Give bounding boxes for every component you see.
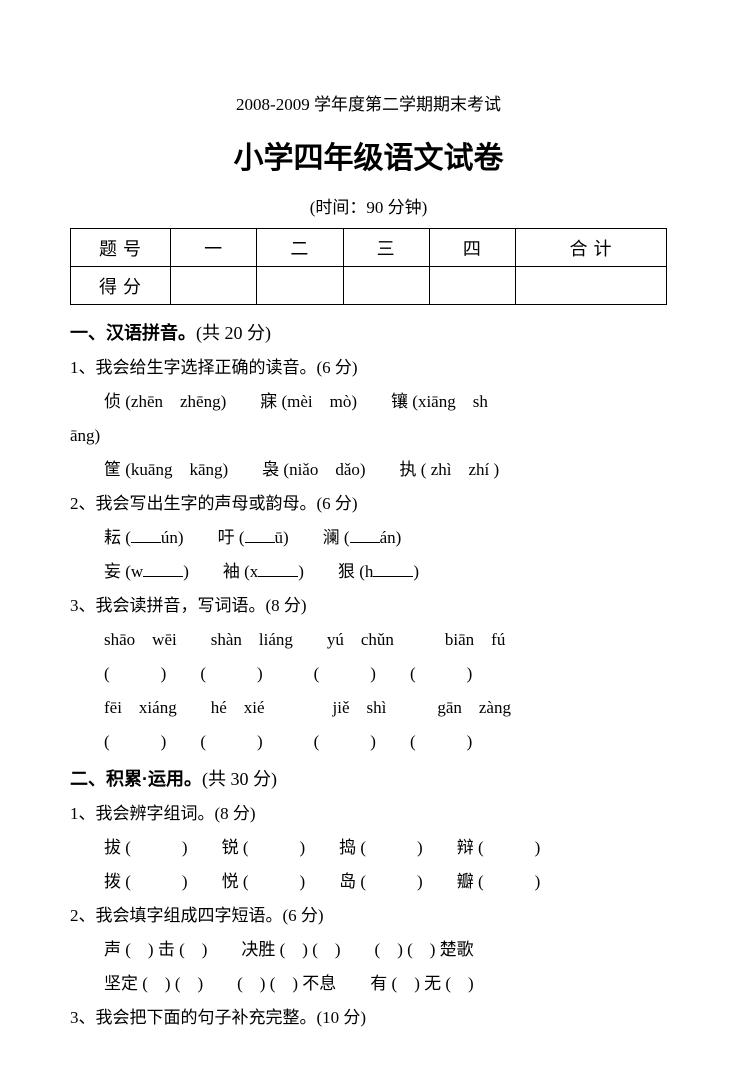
q1-line1a: 侦 (zhēn zhēng) 寐 (mèi mò) 镶 (xiāng sh xyxy=(70,385,667,419)
exam-title: 小学四年级语文试卷 xyxy=(70,133,667,177)
cell-empty xyxy=(257,267,343,305)
s2q2-l2: 坚定 ( ) ( ) ( ) ( ) 不息 有 ( ) 无 ( ) xyxy=(70,967,667,1001)
q2-l2b: ) 袖 (x xyxy=(183,562,258,581)
s2q3-prompt: 3、我会把下面的句子补充完整。(10 分) xyxy=(70,1001,667,1035)
exam-time: (时间：90 分钟) xyxy=(70,193,667,218)
blank xyxy=(143,558,183,577)
cell-empty xyxy=(343,267,429,305)
q1-line2: 筐 (kuāng kāng) 袅 (niǎo dǎo) 执 ( zhì zhí … xyxy=(70,453,667,487)
section-1-points: (共 20 分) xyxy=(196,323,271,343)
q2-l2a: 妄 (w xyxy=(104,562,143,581)
cell-header: 一 xyxy=(171,229,257,267)
s2q2-prompt: 2、我会填字组成四字短语。(6 分) xyxy=(70,899,667,933)
score-table: 题号 一 二 三 四 合计 得分 xyxy=(70,228,667,305)
q3-par1: ( ) ( ) ( ) ( ) xyxy=(70,657,667,691)
blank xyxy=(373,558,413,577)
cell-empty xyxy=(171,267,257,305)
exam-page: 2008-2009 学年度第二学期期末考试 小学四年级语文试卷 (时间：90 分… xyxy=(0,0,737,1075)
cell-header: 题号 xyxy=(71,229,171,267)
q2-line1: 耘 ( ún) 吁 ( ū) 澜 ( án) xyxy=(70,521,667,555)
q1-line1b: āng) xyxy=(70,419,667,453)
s2q1-l1: 拔 ( ) 锐 ( ) 捣 ( ) 辩 ( ) xyxy=(70,831,667,865)
q2-prompt: 2、我会写出生字的声母或韵母。(6 分) xyxy=(70,487,667,521)
cell-header: 二 xyxy=(257,229,343,267)
cell-header: 合计 xyxy=(516,229,667,267)
q3-par2: ( ) ( ) ( ) ( ) xyxy=(70,725,667,759)
section-2-title: 二、积累·运用。 xyxy=(70,769,202,789)
q1-prompt: 1、我会给生字选择正确的读音。(6 分) xyxy=(70,351,667,385)
q2-l2c: ) 狠 (h xyxy=(298,562,373,581)
q3-pin1: shāo wēi shàn liáng yú chǔn biān fú xyxy=(70,623,667,657)
q2-l2d: ) xyxy=(413,562,419,581)
s2q1-l2: 拨 ( ) 悦 ( ) 岛 ( ) 瓣 ( ) xyxy=(70,865,667,899)
table-row: 得分 xyxy=(71,267,667,305)
section-1-title: 一、汉语拼音。 xyxy=(70,323,196,343)
cell-header: 三 xyxy=(343,229,429,267)
blank xyxy=(350,524,380,543)
section-1-head: 一、汉语拼音。(共 20 分) xyxy=(70,319,667,345)
section-2-points: (共 30 分) xyxy=(202,769,277,789)
s2q1-prompt: 1、我会辨字组词。(8 分) xyxy=(70,797,667,831)
blank xyxy=(258,558,298,577)
blank xyxy=(245,524,275,543)
cell-label: 得分 xyxy=(71,267,171,305)
q2-line2: 妄 (w ) 袖 (x ) 狠 (h) xyxy=(70,555,667,589)
q3-pin2: fēi xiáng hé xié jiě shì gān zàng xyxy=(70,691,667,725)
blank xyxy=(131,524,161,543)
q2-l1a: 耘 ( xyxy=(104,528,131,547)
exam-subtitle: 2008-2009 学年度第二学期期末考试 xyxy=(70,90,667,115)
q3-prompt: 3、我会读拼音，写词语。(8 分) xyxy=(70,589,667,623)
cell-header: 四 xyxy=(429,229,515,267)
table-row: 题号 一 二 三 四 合计 xyxy=(71,229,667,267)
cell-empty xyxy=(516,267,667,305)
cell-empty xyxy=(429,267,515,305)
q2-l1b: ún) 吁 ( xyxy=(161,528,245,547)
s2q2-l1: 声 ( ) 击 ( ) 决胜 ( ) ( ) ( ) ( ) 楚歌 xyxy=(70,933,667,967)
q2-l1d: án) xyxy=(380,528,402,547)
section-2-head: 二、积累·运用。(共 30 分) xyxy=(70,765,667,791)
q2-l1c: ū) 澜 ( xyxy=(275,528,350,547)
